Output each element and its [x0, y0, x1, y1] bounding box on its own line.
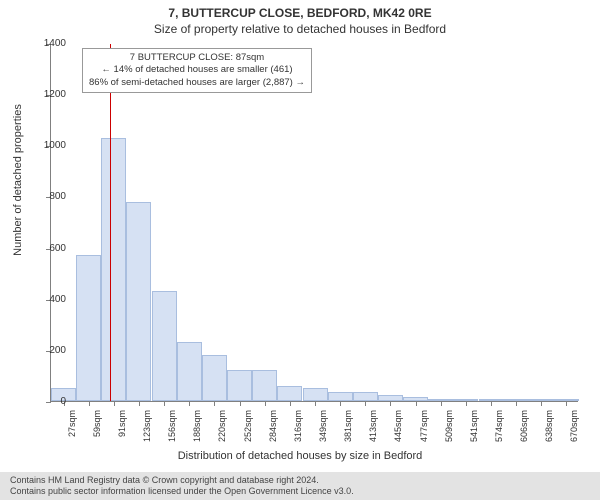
y-tick-label: 1000 [36, 140, 66, 151]
x-tick-label: 252sqm [243, 410, 253, 450]
y-tick-label: 1200 [36, 89, 66, 100]
x-tick-label: 606sqm [519, 410, 529, 450]
x-tick [340, 401, 341, 406]
y-tick-label: 800 [36, 191, 66, 202]
x-tick-label: 445sqm [393, 410, 403, 450]
x-tick-label: 284sqm [268, 410, 278, 450]
x-tick [416, 401, 417, 406]
y-tick-label: 200 [36, 345, 66, 356]
x-tick [516, 401, 517, 406]
x-tick [566, 401, 567, 406]
x-tick [466, 401, 467, 406]
x-tick-label: 670sqm [569, 410, 579, 450]
x-tick [114, 401, 115, 406]
x-tick-label: 316sqm [293, 410, 303, 450]
x-tick [214, 401, 215, 406]
histogram-bar [227, 370, 252, 401]
x-tick [441, 401, 442, 406]
y-tick-label: 600 [36, 243, 66, 254]
x-tick-label: 509sqm [444, 410, 454, 450]
x-tick-label: 220sqm [217, 410, 227, 450]
y-axis-label: Number of detached properties [12, 30, 24, 330]
x-tick [390, 401, 391, 406]
footer-line-2: Contains public sector information licen… [10, 486, 590, 497]
histogram-bar [152, 291, 177, 401]
y-tick-label: 400 [36, 294, 66, 305]
y-tick-label: 0 [36, 396, 66, 407]
histogram-bar [177, 342, 202, 401]
footer-line-1: Contains HM Land Registry data © Crown c… [10, 475, 590, 486]
x-tick [89, 401, 90, 406]
histogram-bar [76, 255, 101, 401]
x-tick [491, 401, 492, 406]
legend-line: 7 BUTTERCUP CLOSE: 87sqm [89, 52, 305, 64]
legend-box: 7 BUTTERCUP CLOSE: 87sqm← 14% of detache… [82, 48, 312, 93]
x-tick-label: 91sqm [117, 410, 127, 450]
x-tick-label: 381sqm [343, 410, 353, 450]
x-tick-label: 123sqm [142, 410, 152, 450]
x-axis-label: Distribution of detached houses by size … [0, 450, 600, 462]
histogram-bar [202, 355, 227, 401]
legend-line: ← 14% of detached houses are smaller (46… [89, 64, 305, 76]
legend-line: 86% of semi-detached houses are larger (… [89, 77, 305, 89]
x-tick-label: 574sqm [494, 410, 504, 450]
histogram-bar [353, 392, 378, 401]
x-tick-label: 349sqm [318, 410, 328, 450]
histogram-bar [303, 388, 328, 401]
reference-line [110, 44, 111, 401]
footer: Contains HM Land Registry data © Crown c… [0, 472, 600, 500]
chart-container: { "title": "7, BUTTERCUP CLOSE, BEDFORD,… [0, 0, 600, 500]
chart-title: 7, BUTTERCUP CLOSE, BEDFORD, MK42 0RE [0, 6, 600, 20]
histogram-bar [277, 386, 302, 401]
x-tick-label: 27sqm [67, 410, 77, 450]
histogram-bar [328, 392, 353, 401]
x-tick [265, 401, 266, 406]
histogram-bar [252, 370, 277, 401]
chart-subtitle: Size of property relative to detached ho… [0, 22, 600, 36]
x-tick-label: 413sqm [368, 410, 378, 450]
x-tick [139, 401, 140, 406]
x-tick [189, 401, 190, 406]
x-tick-label: 156sqm [167, 410, 177, 450]
x-tick [315, 401, 316, 406]
x-tick-label: 541sqm [469, 410, 479, 450]
y-tick-label: 1400 [36, 38, 66, 49]
x-tick-label: 59sqm [92, 410, 102, 450]
histogram-bar [101, 138, 126, 401]
x-tick [164, 401, 165, 406]
x-tick [541, 401, 542, 406]
x-tick-label: 188sqm [192, 410, 202, 450]
histogram-bar [126, 202, 151, 401]
x-tick [240, 401, 241, 406]
plot-area: 27sqm59sqm91sqm123sqm156sqm188sqm220sqm2… [50, 44, 578, 402]
x-tick-label: 638sqm [544, 410, 554, 450]
x-tick-label: 477sqm [419, 410, 429, 450]
x-tick [365, 401, 366, 406]
x-tick [290, 401, 291, 406]
